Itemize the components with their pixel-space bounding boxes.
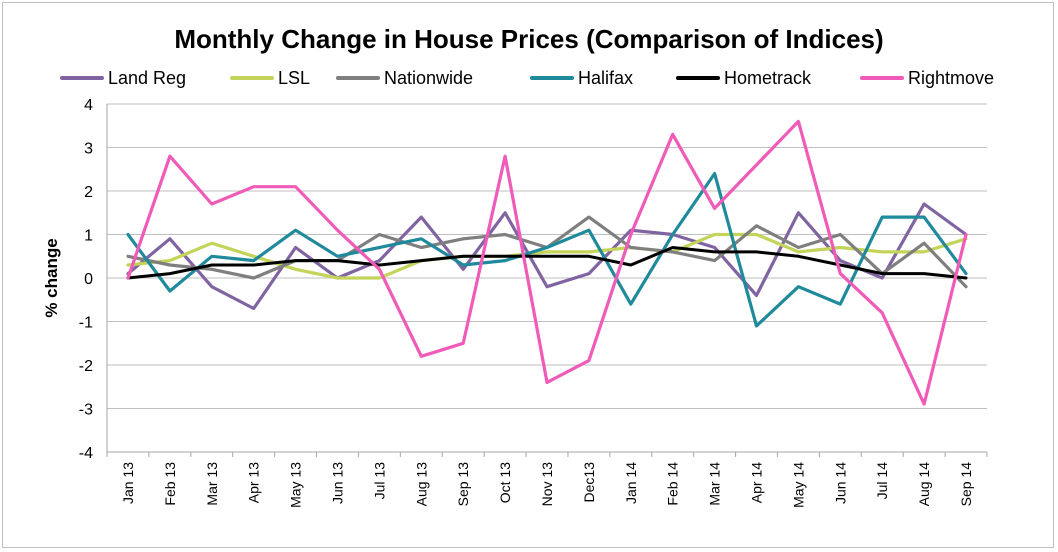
x-tick-label: Nov 13 bbox=[539, 462, 555, 507]
x-tick-label: Aug 14 bbox=[916, 462, 932, 507]
series-lines bbox=[126, 119, 968, 406]
x-tick-label: Apr 13 bbox=[246, 462, 262, 503]
x-tick-label: Mar 13 bbox=[204, 462, 220, 506]
y-tick-label: 3 bbox=[84, 141, 93, 158]
y-tick-label: -4 bbox=[79, 445, 93, 462]
y-tick-label: -2 bbox=[79, 358, 93, 375]
x-tick-label: Aug 13 bbox=[413, 462, 429, 507]
x-tick-label: Feb 13 bbox=[162, 462, 178, 506]
x-tick-label: Jun 13 bbox=[329, 462, 345, 504]
series-line-hometrack bbox=[126, 246, 968, 280]
y-tick-label: -1 bbox=[79, 315, 93, 332]
x-tick-label: Dec13 bbox=[581, 462, 597, 503]
x-tick-label: Sep 14 bbox=[958, 462, 974, 507]
legend-label: Halifax bbox=[578, 68, 633, 88]
legend-label: Land Reg bbox=[108, 68, 186, 88]
series-line-halifax bbox=[126, 172, 968, 328]
x-tick-label: Jul 13 bbox=[371, 462, 387, 500]
x-tick-label: Jan 14 bbox=[623, 462, 639, 504]
x-tick-label: Jan 13 bbox=[120, 462, 136, 504]
axes: -4 -3 -2 -1 0 1 2 3 4 Jan 13 Feb 13 Mar 13 Apr 13 May… bbox=[79, 97, 988, 508]
x-tick-label: Apr 14 bbox=[749, 462, 765, 503]
y-tick-label: 1 bbox=[84, 228, 93, 245]
x-tick-label: Mar 14 bbox=[707, 462, 723, 506]
legend-label: LSL bbox=[278, 68, 310, 88]
x-tick-label: May 13 bbox=[288, 462, 304, 508]
x-tick-label: Oct 13 bbox=[497, 462, 513, 503]
y-tick-label: 4 bbox=[84, 97, 93, 114]
x-tick-label: May 14 bbox=[790, 462, 806, 508]
y-tick-label: 2 bbox=[84, 184, 93, 201]
y-axis-label: % change bbox=[42, 238, 61, 317]
legend-label: Nationwide bbox=[384, 68, 473, 88]
x-tick-label: Jun 14 bbox=[832, 462, 848, 504]
legend: Land Reg LSL Nationwide Halifax Hometrack Rig… bbox=[60, 68, 994, 88]
legend-label: Hometrack bbox=[724, 68, 812, 88]
legend-label: Rightmove bbox=[908, 68, 994, 88]
gridlines bbox=[107, 103, 987, 453]
x-tick-label: Feb 14 bbox=[665, 462, 681, 506]
x-tick-label: Sep 13 bbox=[455, 462, 471, 507]
y-tick-label: 0 bbox=[84, 271, 93, 288]
chart-title: Monthly Change in House Prices (Comparis… bbox=[174, 24, 884, 54]
series-line-lsl bbox=[126, 232, 968, 280]
x-tick-label: Jul 14 bbox=[874, 462, 890, 500]
series-line-rightmove bbox=[126, 119, 968, 406]
y-tick-label: -3 bbox=[79, 402, 93, 419]
series-line-land-reg bbox=[126, 202, 968, 311]
